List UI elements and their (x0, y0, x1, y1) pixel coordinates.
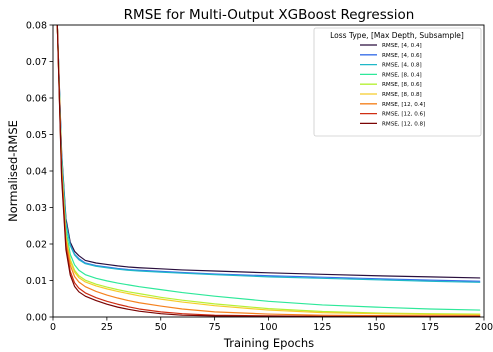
legend-label: RMSE, [4, 0.8] (382, 63, 422, 69)
legend-item: RMSE, [12, 0.8] (360, 121, 425, 127)
legend-label: RMSE, [12, 0.6] (382, 112, 425, 118)
legend-item: RMSE, [8, 0.4] (360, 72, 422, 78)
series-line-5 (56, 25, 481, 315)
x-tick-label: 0 (50, 322, 56, 333)
x-tick-label: 150 (367, 322, 385, 333)
legend-item: RMSE, [4, 0.6] (360, 53, 422, 59)
x-tick-label: 200 (475, 322, 493, 333)
series-line-7 (56, 25, 481, 317)
y-tick-label: 0.04 (26, 166, 47, 177)
series-line-6 (56, 25, 481, 316)
series-layer (56, 25, 481, 317)
y-tick-label: 0.03 (26, 203, 47, 214)
legend: Loss Type, [Max Depth, Subsample] RMSE, … (313, 27, 482, 137)
series-line-4 (56, 25, 481, 311)
legend-item: RMSE, [8, 0.6] (360, 82, 422, 88)
legend-box (313, 27, 482, 137)
legend-label: RMSE, [8, 0.6] (382, 82, 422, 88)
x-tick-label: 100 (259, 322, 277, 333)
chart-title: RMSE for Multi-Output XGBoost Regression (124, 7, 415, 23)
y-tick-label: 0.06 (26, 93, 47, 104)
legend-item: RMSE, [4, 0.8] (360, 63, 422, 69)
x-axis-label: Training Epochs (223, 336, 314, 350)
x-tick-label: 175 (421, 322, 439, 333)
legend-item: RMSE, [8, 0.8] (360, 92, 422, 98)
legend-label: RMSE, [12, 0.8] (382, 121, 425, 127)
series-line-3 (56, 25, 481, 283)
legend-label: RMSE, [8, 0.4] (382, 72, 422, 78)
y-tick-label: 0.05 (26, 130, 47, 141)
legend-item: RMSE, [4, 0.4] (360, 43, 422, 49)
y-tick-label: 0.08 (26, 20, 47, 31)
x-axis: 0 25 50 75 100 125 150 175 200 (50, 317, 493, 333)
legend-item: RMSE, [12, 0.6] (360, 112, 425, 118)
legend-label: RMSE, [4, 0.4] (382, 43, 422, 49)
legend-label: RMSE, [12, 0.4] (382, 102, 425, 108)
series-line-1 (56, 25, 481, 279)
y-axis-label: Normalised-RMSE (6, 120, 20, 222)
y-tick-label: 0.01 (26, 276, 47, 287)
x-tick-label: 125 (313, 322, 331, 333)
legend-entries: RMSE, [4, 0.4] RMSE, [4, 0.6] RMSE, [4, 0.… (360, 43, 425, 127)
legend-label: RMSE, [4, 0.6] (382, 53, 422, 59)
legend-item: RMSE, [12, 0.4] (360, 102, 425, 108)
x-tick-label: 75 (209, 322, 221, 333)
y-tick-label: 0.02 (26, 239, 47, 250)
y-axis: 0.00 0.01 0.02 0.03 0.04 0.05 0.06 0.07 0.08 (26, 20, 53, 323)
y-tick-label: 0.00 (26, 312, 47, 323)
y-tick-label: 0.07 (26, 57, 47, 68)
legend-title: Loss Type, [Max Depth, Subsample] (330, 31, 464, 40)
legend-label: RMSE, [8, 0.8] (382, 92, 422, 98)
x-tick-label: 25 (101, 322, 113, 333)
x-tick-label: 50 (155, 322, 167, 333)
